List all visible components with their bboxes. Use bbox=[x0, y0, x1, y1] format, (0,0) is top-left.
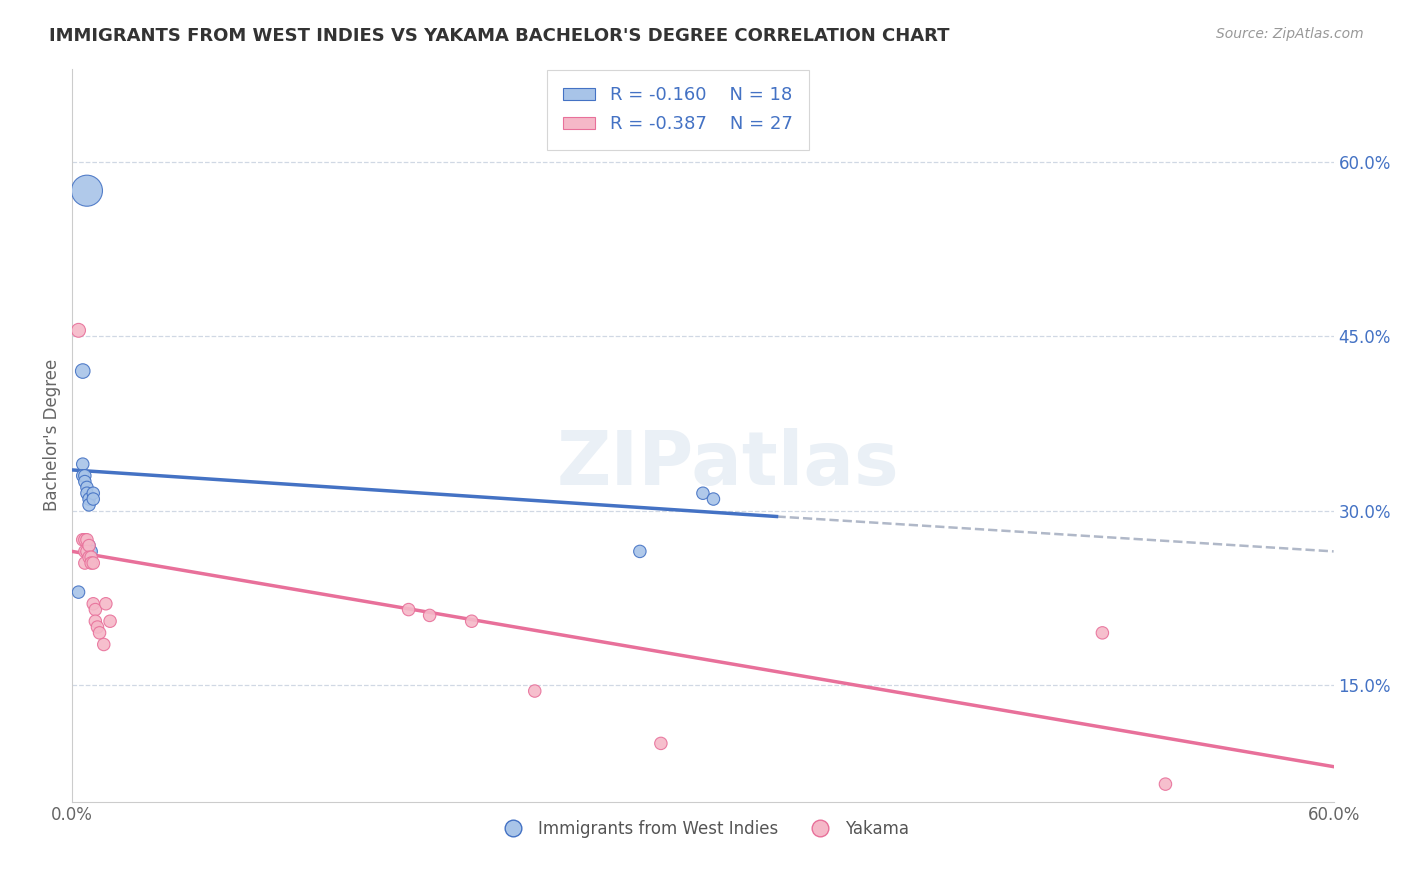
Point bbox=[76, 486, 98, 500]
Point bbox=[86, 620, 108, 634]
Point bbox=[67, 323, 90, 337]
Point bbox=[73, 468, 96, 483]
Text: ZIPatlas: ZIPatlas bbox=[557, 428, 900, 501]
Point bbox=[84, 614, 107, 628]
Point bbox=[89, 625, 111, 640]
Point bbox=[650, 736, 672, 750]
Point bbox=[80, 550, 103, 565]
Point bbox=[93, 638, 115, 652]
Point bbox=[76, 184, 98, 198]
Point bbox=[98, 614, 121, 628]
Point bbox=[77, 539, 100, 553]
Y-axis label: Bachelor's Degree: Bachelor's Degree bbox=[44, 359, 60, 511]
Point bbox=[523, 684, 546, 698]
Point bbox=[73, 556, 96, 570]
Point bbox=[80, 556, 103, 570]
Point bbox=[73, 544, 96, 558]
Point bbox=[419, 608, 441, 623]
Point bbox=[76, 533, 98, 547]
Point bbox=[460, 614, 482, 628]
Point bbox=[77, 498, 100, 512]
Point bbox=[82, 597, 104, 611]
Text: IMMIGRANTS FROM WEST INDIES VS YAKAMA BACHELOR'S DEGREE CORRELATION CHART: IMMIGRANTS FROM WEST INDIES VS YAKAMA BA… bbox=[49, 27, 949, 45]
Point bbox=[67, 585, 90, 599]
Point bbox=[72, 457, 94, 471]
Point bbox=[72, 533, 94, 547]
Legend: Immigrants from West Indies, Yakama: Immigrants from West Indies, Yakama bbox=[489, 814, 915, 845]
Point bbox=[94, 597, 117, 611]
Point bbox=[73, 475, 96, 489]
Point bbox=[84, 602, 107, 616]
Point bbox=[76, 544, 98, 558]
Point bbox=[77, 539, 100, 553]
Point bbox=[76, 480, 98, 494]
Point bbox=[72, 364, 94, 378]
Point bbox=[77, 491, 100, 506]
Point bbox=[702, 491, 724, 506]
Point bbox=[692, 486, 714, 500]
Point bbox=[82, 491, 104, 506]
Point bbox=[80, 544, 103, 558]
Text: Source: ZipAtlas.com: Source: ZipAtlas.com bbox=[1216, 27, 1364, 41]
Point bbox=[73, 533, 96, 547]
Point bbox=[1154, 777, 1177, 791]
Point bbox=[82, 486, 104, 500]
Point bbox=[72, 468, 94, 483]
Point bbox=[82, 556, 104, 570]
Point bbox=[628, 544, 651, 558]
Point bbox=[1091, 625, 1114, 640]
Point bbox=[398, 602, 420, 616]
Point bbox=[77, 550, 100, 565]
